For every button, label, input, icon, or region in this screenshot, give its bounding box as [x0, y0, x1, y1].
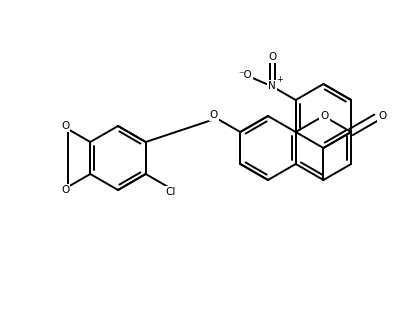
Text: O: O [320, 111, 328, 121]
Text: O: O [268, 52, 276, 62]
Text: N: N [268, 81, 276, 91]
Text: O: O [378, 111, 386, 121]
Text: O: O [61, 185, 69, 195]
Text: O: O [61, 121, 69, 131]
Text: ⁻O: ⁻O [238, 70, 252, 80]
Text: Cl: Cl [166, 187, 176, 197]
Text: +: + [276, 75, 283, 84]
Text: O: O [210, 110, 218, 121]
